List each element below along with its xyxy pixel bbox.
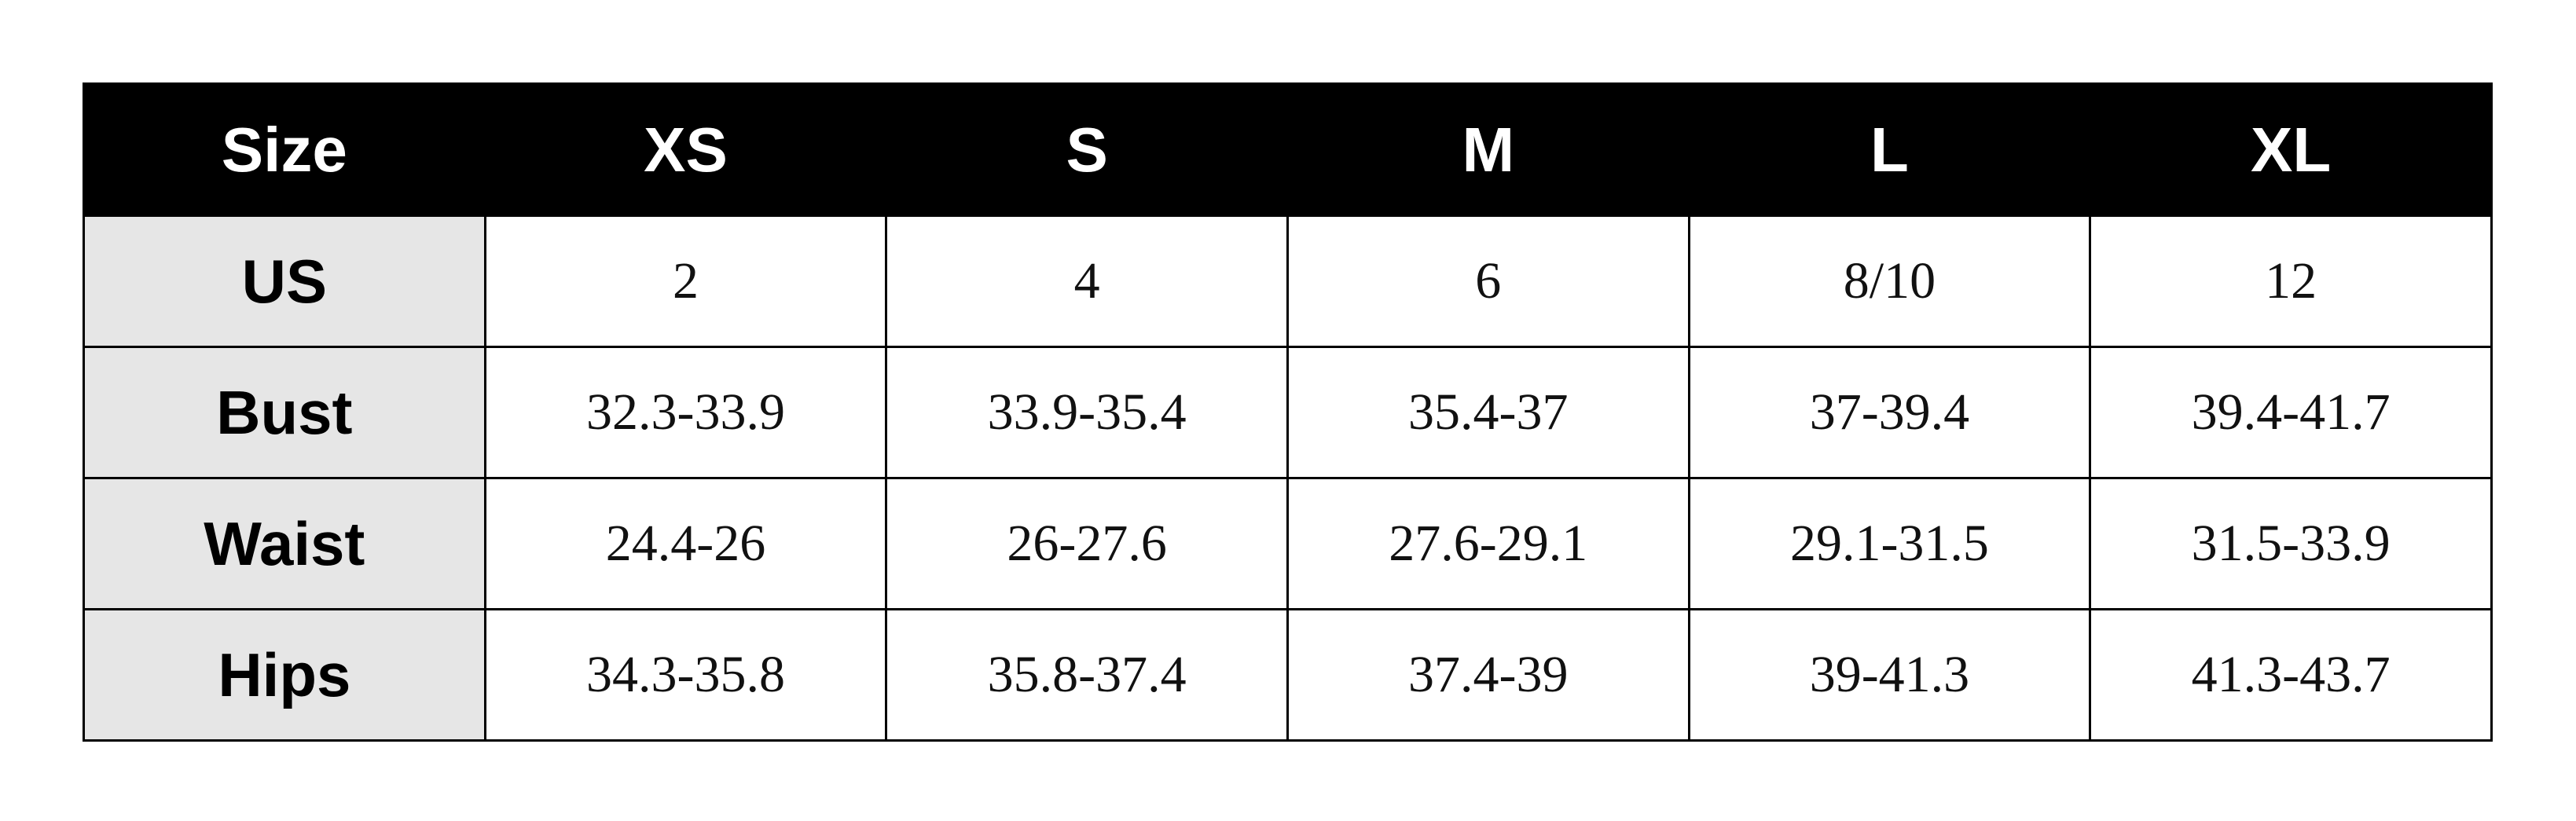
table-row: Waist 24.4-26 26-27.6 27.6-29.1 29.1-31.5 31.… bbox=[83, 477, 2493, 610]
table-cell: 41.3-43.7 bbox=[2089, 608, 2493, 742]
table-cell: 27.6-29.1 bbox=[1286, 477, 1690, 610]
row-label: Waist bbox=[83, 477, 486, 610]
table-cell: 24.4-26 bbox=[483, 477, 888, 610]
table-cell: 37.4-39 bbox=[1286, 608, 1690, 742]
table-row: Bust 32.3-33.9 33.9-35.4 35.4-37 37-39.4 39.4… bbox=[83, 346, 2493, 479]
table-cell: 32.3-33.9 bbox=[483, 346, 888, 479]
table-row: Hips 34.3-35.8 35.8-37.4 37.4-39 39-41.3 41.3… bbox=[83, 608, 2493, 742]
row-label: Hips bbox=[83, 608, 486, 742]
table-cell: 2 bbox=[483, 214, 888, 348]
table-cell: 12 bbox=[2089, 214, 2493, 348]
table-cell: 33.9-35.4 bbox=[885, 346, 1289, 479]
table-cell: 39-41.3 bbox=[1687, 608, 2092, 742]
table-cell: 35.8-37.4 bbox=[885, 608, 1289, 742]
table-row: US 2 4 6 8/10 12 bbox=[83, 214, 2493, 348]
table-cell: 8/10 bbox=[1687, 214, 2092, 348]
header-row: Size XS S M L XL bbox=[83, 82, 2493, 217]
table-cell: 6 bbox=[1286, 214, 1690, 348]
header-cell: L bbox=[1687, 82, 2092, 217]
table-cell: 37-39.4 bbox=[1687, 346, 2092, 479]
table-cell: 31.5-33.9 bbox=[2089, 477, 2493, 610]
header-cell: XS bbox=[483, 82, 888, 217]
row-label: Bust bbox=[83, 346, 486, 479]
row-label: US bbox=[83, 214, 486, 348]
table-cell: 39.4-41.7 bbox=[2089, 346, 2493, 479]
header-cell: M bbox=[1286, 82, 1690, 217]
table-cell: 29.1-31.5 bbox=[1687, 477, 2092, 610]
header-cell: XL bbox=[2089, 82, 2493, 217]
table-cell: 4 bbox=[885, 214, 1289, 348]
table-cell: 35.4-37 bbox=[1286, 346, 1690, 479]
size-chart-table: Size XS S M L XL US 2 4 6 8/10 12 Bust 32.3-33.… bbox=[83, 82, 2493, 742]
header-cell: Size bbox=[83, 82, 486, 217]
header-cell: S bbox=[885, 82, 1289, 217]
table-cell: 26-27.6 bbox=[885, 477, 1289, 610]
table-cell: 34.3-35.8 bbox=[483, 608, 888, 742]
